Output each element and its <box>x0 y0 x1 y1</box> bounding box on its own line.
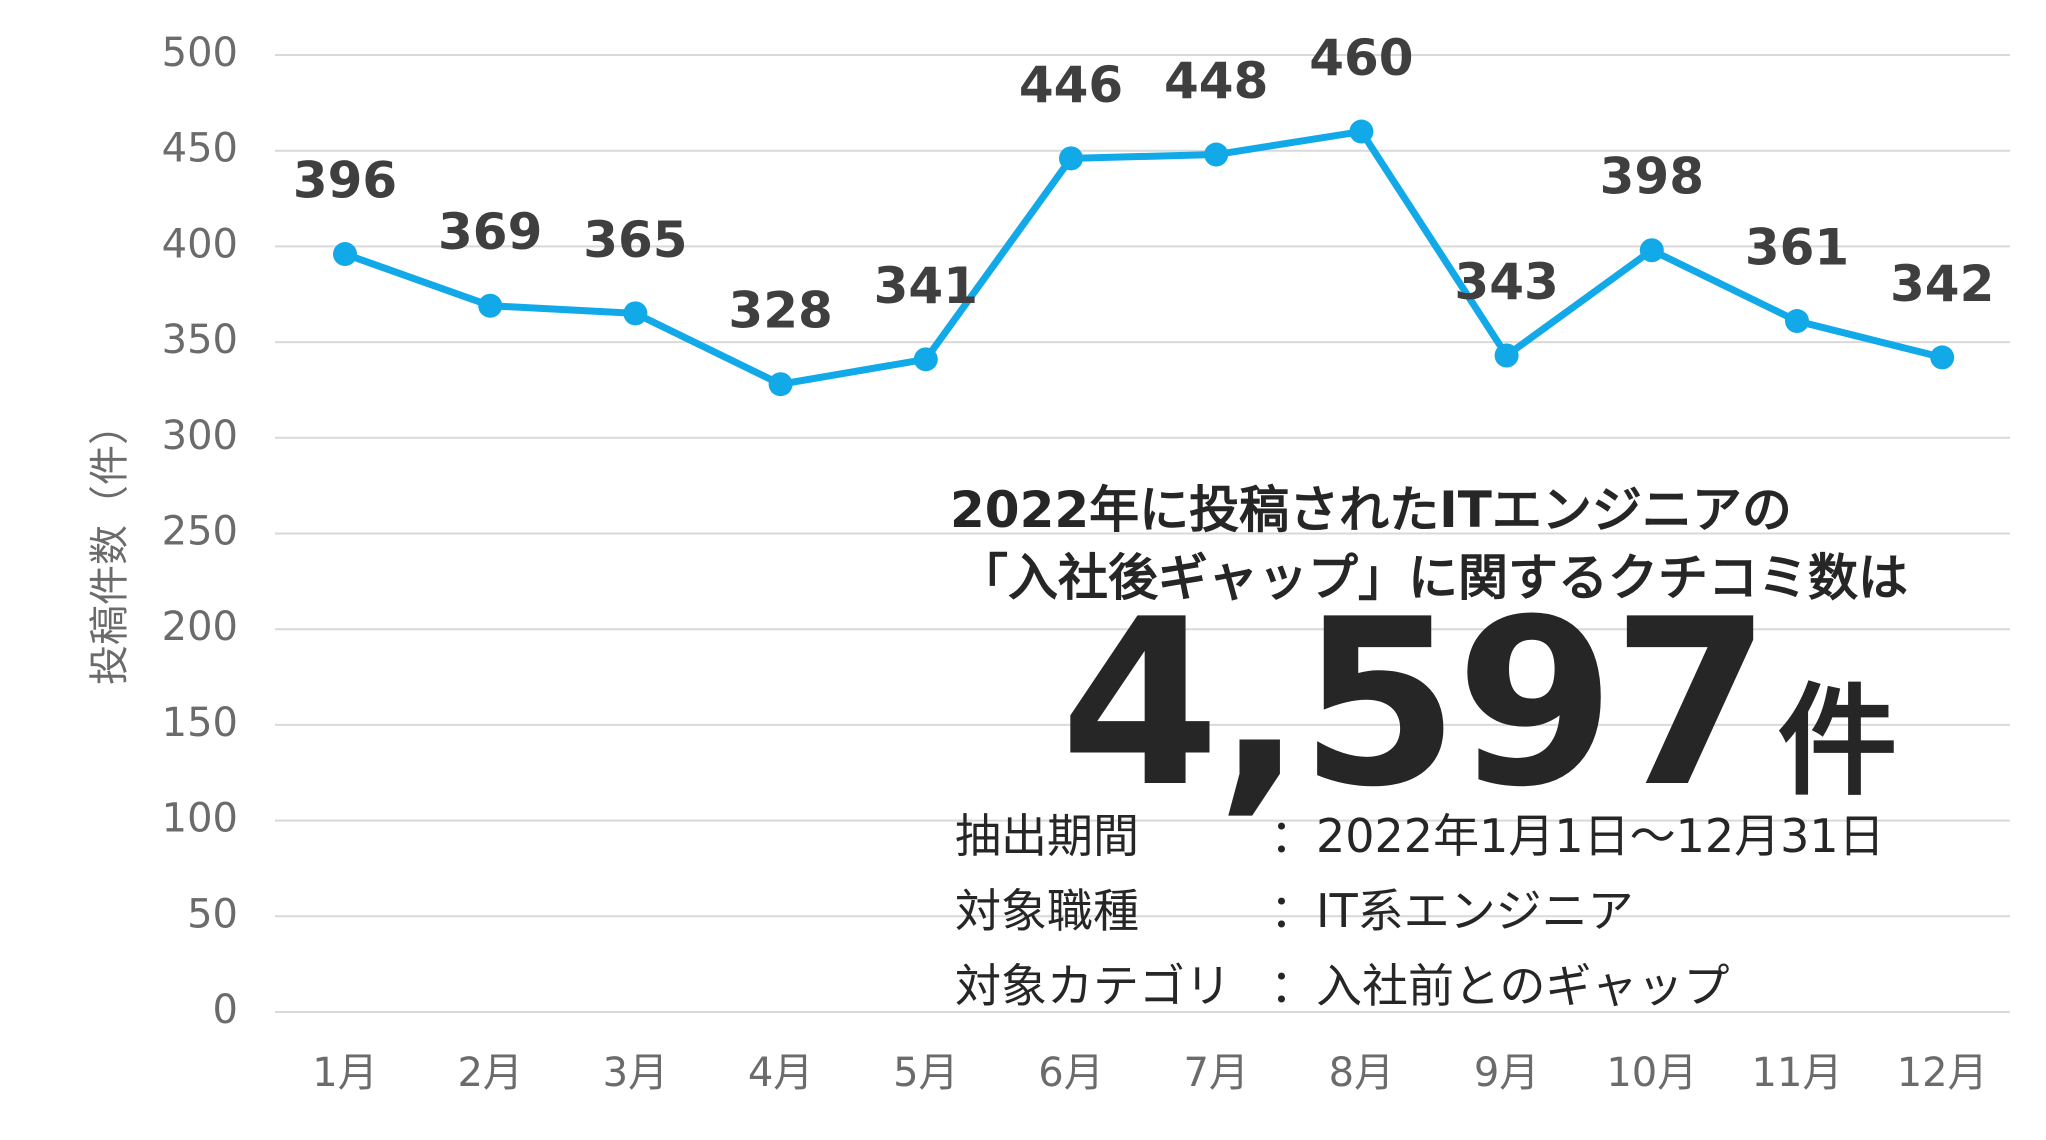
data-label: 369 <box>438 203 542 261</box>
data-label: 460 <box>1309 29 1413 87</box>
data-label: 446 <box>1019 56 1123 114</box>
total-number: 4,597 <box>1060 571 1772 838</box>
x-tick-label: 7月 <box>1183 1050 1248 1096</box>
headline-line-1: 2022年に投稿されたITエンジニアの <box>950 481 1792 539</box>
data-label: 361 <box>1745 219 1849 277</box>
y-tick-label: 0 <box>213 987 238 1033</box>
data-point <box>1639 238 1664 263</box>
x-tick-label: 1月 <box>312 1050 377 1096</box>
y-tick-label: 300 <box>162 413 238 459</box>
y-tick-label: 500 <box>162 30 238 76</box>
data-point <box>1349 119 1374 144</box>
data-label: 342 <box>1890 255 1994 313</box>
y-tick-label: 100 <box>162 796 238 842</box>
y-tick-label: 450 <box>162 126 238 172</box>
data-point <box>623 301 648 326</box>
meta-value: ：IT系エンジニア <box>1270 884 1634 938</box>
y-axis-label: 投稿件数（件） <box>87 405 133 685</box>
data-label: 343 <box>1454 253 1558 311</box>
x-axis-ticks: 1月 2月 3月 4月 5月 6月 7月 8月 9月 10月 11月 12月 <box>312 1050 1987 1096</box>
x-tick-label: 3月 <box>603 1050 668 1096</box>
meta-label: 対象職種 <box>955 884 1139 938</box>
data-label: 365 <box>583 211 687 269</box>
meta-value: ：2022年1月1日～12月31日 <box>1270 809 1885 863</box>
data-label: 328 <box>728 282 832 340</box>
meta-row-period: 抽出期間 ：2022年1月1日～12月31日 <box>955 800 1885 866</box>
y-tick-label: 250 <box>162 509 238 555</box>
meta-label: 抽出期間 <box>955 809 1139 863</box>
headline-line-2: 「入社後ギャップ」に関するクチコミ数は <box>958 549 1908 607</box>
y-tick-label: 150 <box>162 700 238 746</box>
data-point <box>1785 309 1809 334</box>
data-point <box>1204 142 1229 167</box>
data-point <box>333 242 357 267</box>
data-labels: 396 369 365 328 341 446 448 460 343 398 361 342 <box>293 29 1995 340</box>
meta-label: 対象カテゴリ <box>955 959 1231 1013</box>
series-line <box>343 128 1944 388</box>
x-tick-label: 10月 <box>1606 1050 1697 1096</box>
x-tick-label: 4月 <box>748 1050 813 1096</box>
data-point <box>1930 345 1955 370</box>
y-tick-label: 350 <box>162 317 238 363</box>
meta-row-category: 対象カテゴリ ：入社前とのギャップ <box>955 950 1730 1016</box>
total-unit: 件 <box>1777 673 1898 812</box>
data-label: 341 <box>874 257 978 315</box>
data-point <box>1059 146 1083 171</box>
gridlines <box>275 54 2010 1013</box>
y-tick-label: 400 <box>162 221 238 267</box>
x-tick-label: 5月 <box>893 1050 958 1096</box>
meta-row-job: 対象職種 ：IT系エンジニア <box>955 875 1634 941</box>
data-point <box>768 372 793 397</box>
data-point <box>1494 343 1519 368</box>
y-axis-ticks: 0 50 100 150 200 250 300 350 400 450 500 <box>162 30 238 1033</box>
y-tick-label: 50 <box>187 891 238 937</box>
data-points <box>333 119 1955 397</box>
total-count: 4,597件 <box>1060 590 1898 820</box>
x-tick-label: 8月 <box>1329 1050 1394 1096</box>
x-tick-label: 11月 <box>1752 1050 1843 1096</box>
data-point <box>913 347 938 372</box>
meta-value: ：入社前とのギャップ <box>1270 959 1730 1013</box>
x-tick-label: 12月 <box>1897 1050 1988 1096</box>
y-tick-label: 200 <box>162 604 238 650</box>
data-label: 396 <box>293 152 397 210</box>
x-tick-label: 9月 <box>1474 1050 1539 1096</box>
data-label: 398 <box>1600 148 1704 206</box>
data-point <box>478 293 503 318</box>
data-label: 448 <box>1164 52 1268 110</box>
x-tick-label: 2月 <box>457 1050 522 1096</box>
x-tick-label: 6月 <box>1038 1050 1103 1096</box>
